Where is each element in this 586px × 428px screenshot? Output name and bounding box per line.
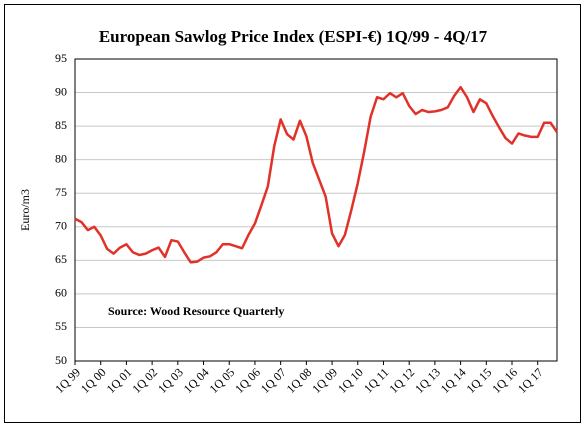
x-tick-label: 1Q 12 (386, 365, 417, 396)
x-tick-label: 1Q 09 (309, 365, 340, 396)
plot-border (74, 58, 558, 362)
y-tick-label: 90 (55, 84, 67, 98)
x-tick-label: 1Q 99 (52, 365, 83, 396)
x-tick-label: 1Q 07 (258, 365, 289, 396)
y-tick-label: 50 (55, 353, 67, 367)
x-tick-label: 1Q 13 (412, 365, 443, 396)
annotation: Source: Wood Resource Quarterly (108, 304, 284, 318)
x-tick-label: 1Q 16 (489, 365, 520, 396)
y-tick-label: 75 (55, 185, 67, 199)
series-line (74, 85, 559, 264)
y-tick-label: 65 (55, 252, 67, 266)
x-tick-label: 1Q 03 (155, 365, 186, 396)
x-tick-label: 1Q 00 (78, 365, 109, 396)
x-tick-label: 1Q 02 (129, 365, 160, 396)
x-tick-label: 1Q 14 (438, 365, 469, 396)
x-tick-label: 1Q 01 (104, 365, 135, 396)
y-tick-label: 55 (55, 319, 67, 333)
chart-title: European Sawlog Price Index (ESPI-€) 1Q/… (99, 27, 488, 46)
y-tick-label: 60 (55, 286, 67, 300)
x-tick-label: 1Q 17 (515, 365, 546, 396)
x-tick-label: 1Q 11 (361, 365, 392, 396)
y-tick-label: 80 (55, 151, 67, 165)
x-tick-label: 1Q 05 (206, 365, 237, 396)
x-tick-label: 1Q 15 (463, 365, 494, 396)
x-tick-label: 1Q 04 (181, 365, 212, 396)
y-tick-label: 85 (55, 118, 67, 132)
frame (4, 4, 581, 423)
y-tick-label: 70 (55, 219, 67, 233)
x-tick-label: 1Q 10 (335, 365, 366, 396)
y-tick-label: 95 (55, 51, 67, 65)
x-tick-label: 1Q 06 (232, 365, 263, 396)
x-tick-label: 1Q 08 (284, 365, 315, 396)
y-axis-label: Euro/m3 (18, 189, 32, 231)
